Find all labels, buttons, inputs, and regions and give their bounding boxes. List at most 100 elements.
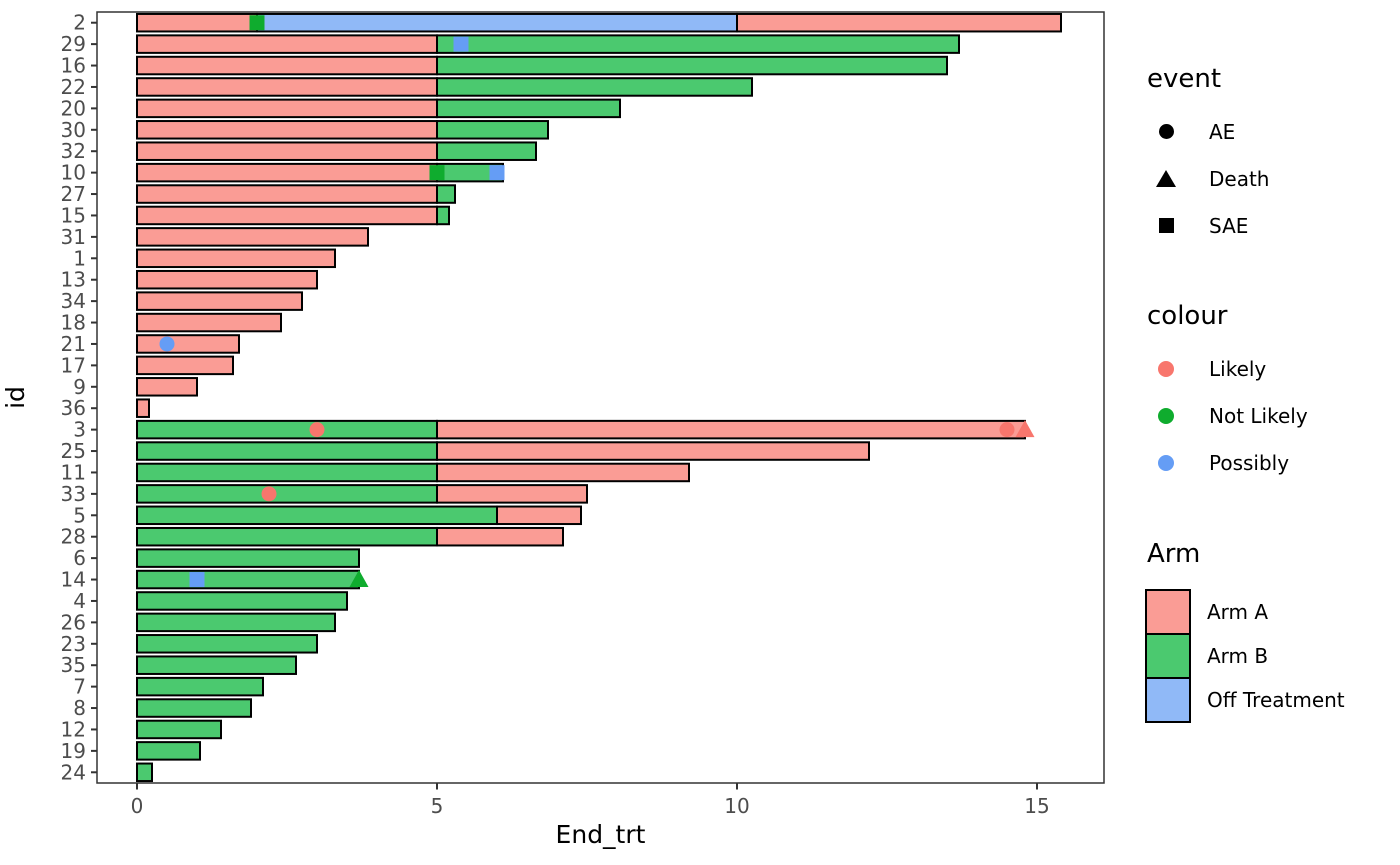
bar-segment [436,462,690,483]
y-tick-label: 21 [61,332,86,356]
bar-segment [436,141,537,161]
event-marker-sae [489,165,505,181]
y-tick-label: 4 [73,589,86,613]
y-tick-label: 1 [73,246,86,270]
bar-segment [136,741,201,761]
legend-item-arm-a: Arm A [1145,589,1400,635]
bar-segment [136,462,438,483]
bar-segment [136,526,438,547]
legend-item-likely: Likely [1145,345,1400,392]
bar-segment [136,634,318,654]
x-tick-label: 0 [131,794,144,818]
bar-segment [256,12,738,33]
bar-segment [136,698,252,718]
bar-segment [136,34,438,54]
bar-segment [136,398,150,418]
marker-cell [1145,407,1187,424]
bar-segment [136,612,336,633]
y-tick-label: 25 [61,439,86,463]
legend-colour: colour Likely Not Likely Possibly [1145,301,1400,486]
y-tick-label: 26 [61,610,86,634]
legend-item-label: SAE [1209,213,1249,238]
bar-segment [436,55,948,76]
y-tick-label: 14 [61,568,86,592]
possibly-dot-icon [1158,454,1174,471]
off-treatment-key-icon [1145,677,1191,723]
legend-item-label: Arm A [1207,600,1269,624]
bar-segment [136,205,438,226]
bar-segment [136,334,240,354]
sae-square-icon [1158,218,1174,233]
bar-segment [136,162,438,183]
legend-item-off-treatment: Off Treatment [1145,677,1400,723]
bar-segment [436,484,588,504]
y-tick-label: 7 [73,675,86,699]
event-marker-death [1015,420,1035,438]
x-tick-label: 10 [724,794,749,818]
legend-item-label: AE [1209,119,1236,144]
bar-segment [136,312,282,333]
plot-area: 2291622203032102715311133418211793632511… [1,11,1105,849]
bar-segment [136,77,438,97]
ae-circle-icon [1158,124,1174,139]
legend-item-label: Possibly [1209,450,1290,475]
y-axis-title: id [1,386,30,409]
bar-segment [136,762,153,783]
bar-segment [136,141,438,161]
bar-segment [436,205,450,226]
legend-event-title: event [1147,64,1222,94]
y-tick-label: 2 [73,11,86,35]
bar-segment [136,441,438,461]
event-marker-sae [429,165,445,181]
y-tick-label: 33 [61,482,86,506]
bar-segment [136,484,438,504]
event-marker-sae [249,15,265,31]
bar-segment [736,12,1062,33]
bar-segment [136,591,348,611]
bar-segment [436,98,621,119]
bar-segment [136,184,438,204]
y-tick-label: 20 [61,96,86,120]
y-tick-label: 16 [61,54,86,78]
y-tick-label: 19 [61,739,86,763]
y-tick-label: 29 [61,32,86,56]
panel-border [96,11,1105,784]
event-marker-ae [159,336,175,352]
legend-colour-title: colour [1147,301,1228,331]
y-tick-label: 3 [73,418,86,442]
legend-item-label: Not Likely [1209,403,1308,428]
y-tick-label: 12 [61,717,86,741]
bar-segment [136,269,318,290]
bar-segment [136,419,438,440]
y-tick-label: 36 [61,396,86,420]
x-axis-title: End_trt [556,820,646,849]
legend-item-ae: AE [1145,108,1400,155]
bar-segment [136,248,336,269]
bar-segment [136,676,264,697]
y-tick-label: 35 [61,653,86,677]
bar-segment [496,505,582,526]
x-tick-label: 5 [431,794,444,818]
event-marker-ae [999,422,1015,438]
event-marker-ae [261,486,277,502]
legend-item-death: Death [1145,155,1400,202]
legend-item-not-likely: Not Likely [1145,392,1400,439]
y-tick-label: 9 [73,375,86,399]
y-tick-label: 27 [61,182,86,206]
y-tick-label: 5 [73,503,86,527]
y-tick-label: 11 [61,460,86,484]
marker-cell [1145,218,1187,233]
bar-segment [436,77,753,97]
bar-segment [436,526,564,547]
y-tick-label: 6 [73,546,86,570]
arm-a-key-icon [1145,589,1191,635]
event-marker-sae [453,36,469,52]
y-tick-label: 30 [61,118,86,142]
legend-item-label: Arm B [1207,644,1269,668]
bar-segment [136,227,369,247]
bar-segment [136,12,258,33]
bar-segment [436,184,456,204]
bar-segment [136,505,498,526]
bar-segment [136,719,222,740]
